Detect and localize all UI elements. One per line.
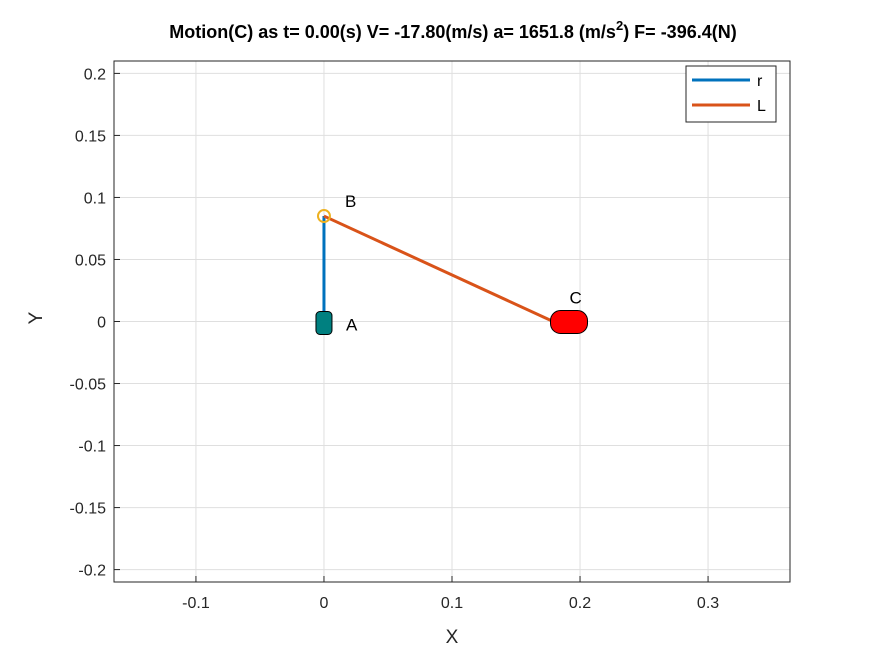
point-a-block — [315, 311, 333, 335]
legend-label-l: L — [757, 98, 766, 115]
y-tick-label: 0.1 — [84, 190, 106, 207]
y-tick-label: -0.15 — [70, 501, 107, 518]
x-axis-label: X — [446, 627, 459, 648]
chart-title: Motion(C) as t= 0.00(s) V= -17.80(m/s) a… — [169, 18, 736, 42]
point-b-label: B — [345, 192, 356, 211]
point-a-label: A — [346, 316, 358, 335]
x-tick-label: 0.2 — [569, 595, 591, 612]
y-tick-label: 0.2 — [84, 66, 106, 83]
point-b-joint — [316, 209, 331, 224]
x-tick-label: 0 — [320, 595, 329, 612]
y-tick-label: -0.1 — [78, 439, 106, 456]
y-tick-label: 0.15 — [75, 128, 106, 145]
y-axis-label: Y — [26, 311, 47, 324]
legend[interactable]: r L — [685, 65, 777, 123]
y-tick-label: 0.05 — [75, 252, 106, 269]
legend-label-r: r — [757, 73, 763, 90]
x-tick-label: 0.3 — [697, 595, 719, 612]
axes-box — [113, 60, 791, 583]
point-c-label: C — [570, 289, 582, 308]
y-tick-label: -0.2 — [78, 563, 106, 580]
point-c-block — [550, 310, 589, 334]
y-tick-label: 0 — [97, 315, 106, 332]
series-line-l — [323, 214, 554, 323]
x-tick-label: -0.1 — [182, 595, 210, 612]
y-tick-label: -0.05 — [70, 377, 107, 394]
x-tick-label: 0.1 — [441, 595, 463, 612]
